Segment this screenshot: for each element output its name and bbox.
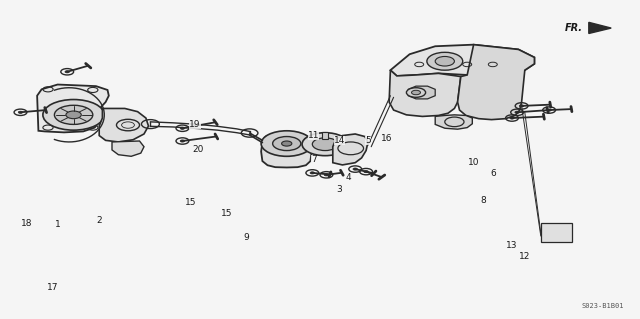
Text: 5: 5 <box>365 136 371 145</box>
Circle shape <box>43 100 104 130</box>
Circle shape <box>54 105 93 124</box>
Text: FR.: FR. <box>564 23 582 33</box>
Polygon shape <box>112 141 144 156</box>
Polygon shape <box>408 86 435 99</box>
Circle shape <box>364 170 369 173</box>
Circle shape <box>353 168 358 170</box>
Text: 10: 10 <box>468 158 479 167</box>
Text: S023-B1B01: S023-B1B01 <box>582 303 624 309</box>
Text: 19: 19 <box>189 120 201 129</box>
Polygon shape <box>389 70 461 116</box>
Circle shape <box>312 138 338 151</box>
Text: 1: 1 <box>55 220 60 229</box>
Text: 11: 11 <box>308 131 319 140</box>
Circle shape <box>65 71 69 73</box>
Polygon shape <box>37 85 109 132</box>
Polygon shape <box>435 115 472 129</box>
Polygon shape <box>458 45 534 120</box>
Circle shape <box>66 111 81 119</box>
Circle shape <box>547 109 552 111</box>
Text: 13: 13 <box>506 241 518 250</box>
Circle shape <box>180 140 184 142</box>
Circle shape <box>509 117 515 119</box>
Text: 14: 14 <box>333 136 345 145</box>
Circle shape <box>282 141 292 146</box>
Bar <box>541 223 572 242</box>
Text: 3: 3 <box>337 185 342 194</box>
Polygon shape <box>390 45 534 76</box>
Circle shape <box>519 105 524 107</box>
Circle shape <box>324 174 329 176</box>
Circle shape <box>515 111 520 113</box>
Circle shape <box>180 127 184 130</box>
Polygon shape <box>322 132 328 139</box>
Circle shape <box>273 137 301 151</box>
Text: 4: 4 <box>346 173 351 182</box>
Text: 6: 6 <box>490 169 495 178</box>
Text: 12: 12 <box>519 252 531 261</box>
Text: 20: 20 <box>193 145 204 154</box>
Polygon shape <box>261 133 312 167</box>
Text: 15: 15 <box>185 198 196 207</box>
Circle shape <box>435 56 454 66</box>
Circle shape <box>412 90 420 95</box>
Text: 18: 18 <box>21 219 33 228</box>
Circle shape <box>302 133 348 156</box>
Text: 2: 2 <box>97 216 102 225</box>
Text: 16: 16 <box>381 134 393 143</box>
Circle shape <box>19 111 23 113</box>
Text: 7: 7 <box>311 155 316 164</box>
Polygon shape <box>99 108 148 142</box>
Circle shape <box>427 52 463 70</box>
Text: 17: 17 <box>47 283 59 292</box>
Text: 8: 8 <box>481 197 486 205</box>
Circle shape <box>406 88 426 97</box>
Text: 15: 15 <box>221 209 233 218</box>
Text: 9: 9 <box>244 233 249 242</box>
Circle shape <box>310 172 315 174</box>
Polygon shape <box>333 134 368 165</box>
Polygon shape <box>589 22 611 33</box>
Circle shape <box>261 131 312 156</box>
